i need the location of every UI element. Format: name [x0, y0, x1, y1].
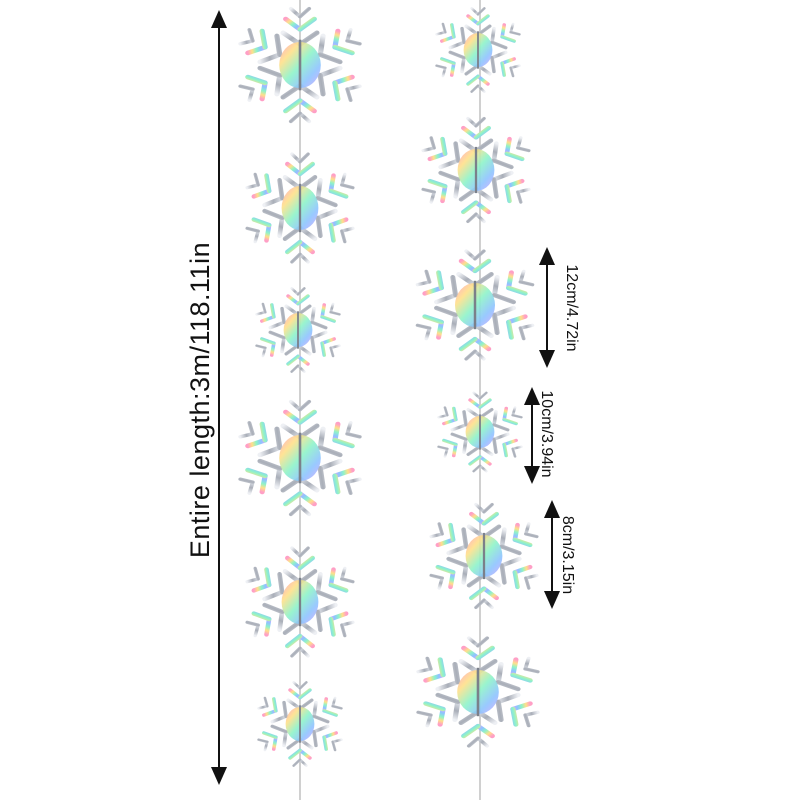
snowflake — [427, 504, 542, 609]
snowflake — [435, 392, 525, 472]
snowflake — [253, 288, 343, 373]
snowflake — [255, 682, 345, 767]
snowflake — [243, 547, 358, 657]
small-size-label: 8cm/3.15in — [559, 515, 576, 595]
large-size-label: 12cm/4.72in — [563, 264, 580, 352]
snowflake — [433, 7, 523, 92]
snowflake — [419, 118, 534, 223]
snowflake — [235, 8, 364, 123]
snowflake — [243, 153, 358, 263]
snowflake — [235, 401, 364, 516]
entire-length-label: Entire length:3m/118.11in — [185, 241, 215, 559]
medium-size-label: 10cm/3.94in — [538, 390, 555, 478]
snowflake — [413, 250, 538, 360]
right-garland — [413, 7, 543, 747]
snowflake — [413, 637, 542, 747]
